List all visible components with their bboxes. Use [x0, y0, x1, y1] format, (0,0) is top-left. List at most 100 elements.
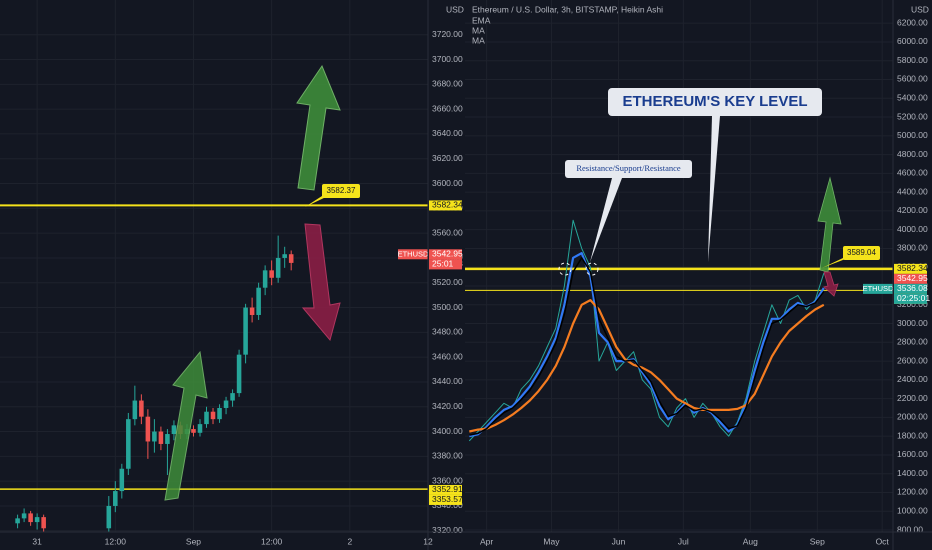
- highlight: [585, 262, 599, 276]
- callout-text: ETHEREUM'S KEY LEVEL: [623, 93, 808, 110]
- y-tick-label: 2000.00: [897, 412, 928, 422]
- x-tick-label: Oct: [876, 536, 890, 546]
- countdown: 02:25:01: [897, 293, 930, 303]
- countdown: 25:01: [432, 259, 454, 269]
- callout-pointer: [590, 178, 622, 262]
- y-tick-label: 3380.00: [432, 451, 463, 461]
- y-tick-label: 3520.00: [432, 277, 463, 287]
- candle-body: [158, 431, 164, 444]
- x-tick-label: Sep: [186, 536, 201, 546]
- y-tick-label: 2400.00: [897, 374, 928, 384]
- candle-body: [282, 254, 287, 258]
- highlight: [558, 262, 572, 276]
- y-tick-label: 1400.00: [897, 468, 928, 478]
- candle-body: [217, 407, 222, 420]
- candle-body: [152, 431, 157, 442]
- y-tick-label: 3640.00: [432, 128, 463, 138]
- x-tick-label: Jul: [678, 536, 689, 546]
- price-label: 3582.34: [897, 263, 928, 273]
- candle-body: [262, 270, 268, 288]
- series-line: [469, 252, 825, 438]
- candle-body: [15, 518, 20, 524]
- candle-body: [204, 411, 209, 425]
- x-tick-label: Sep: [810, 536, 825, 546]
- y-tick-label: 3660.00: [432, 103, 463, 113]
- candle-body: [171, 425, 177, 435]
- y-tick-label: 3620.00: [432, 153, 463, 163]
- up-arrow: [296, 64, 341, 191]
- candle-body: [236, 354, 242, 394]
- series-line: [469, 257, 825, 436]
- down-arrow: [823, 271, 839, 297]
- symbol-tag-bg: [863, 283, 893, 294]
- y-tick-label: 3800.00: [897, 243, 928, 253]
- y-tick-label: 3360.00: [432, 475, 463, 485]
- axis-unit: USD: [446, 4, 464, 14]
- callout-text: Resistance/Support/Resistance: [576, 163, 681, 173]
- callout-text: 3589.04: [847, 248, 876, 257]
- candle-body: [243, 307, 248, 355]
- candle-body: [113, 491, 118, 506]
- candle-body: [165, 434, 170, 444]
- x-tick-label: Jun: [612, 536, 626, 546]
- x-tick-label: 12:00: [261, 536, 283, 546]
- y-tick-label: 3000.00: [897, 318, 928, 328]
- price-label: 3542.95: [432, 249, 463, 259]
- y-tick-label: 3440.00: [432, 376, 463, 386]
- candle-body: [139, 400, 144, 417]
- price-label: 3353.57: [432, 494, 463, 504]
- y-tick-label: 1800.00: [897, 430, 928, 440]
- legend-title: Ethereum / U.S. Dollar, 3h, BITSTAMP, He…: [472, 4, 663, 14]
- x-tick-label: Apr: [480, 536, 493, 546]
- y-tick-label: 5000.00: [897, 130, 928, 140]
- candle-body: [34, 517, 40, 523]
- callout: [843, 246, 880, 260]
- price-label-bg: [894, 263, 927, 274]
- down-arrow: [301, 223, 341, 342]
- legend-entry: MA: [472, 35, 485, 45]
- price-label-bg: [429, 249, 462, 260]
- candle-body: [230, 393, 235, 401]
- candle-body: [41, 517, 46, 529]
- price-label: 3542.95: [897, 273, 928, 283]
- symbol-tag: ETHUSD: [863, 284, 894, 293]
- candle-body: [145, 416, 151, 442]
- axis-unit: USD: [911, 4, 929, 14]
- countdown-bg: [894, 293, 927, 304]
- candle-body: [210, 411, 216, 420]
- callout-pointer: [822, 258, 848, 268]
- candle-body: [197, 424, 203, 433]
- legend-entry: EMA: [472, 15, 491, 25]
- callout: [608, 88, 822, 116]
- symbol-tag-bg: [398, 249, 428, 260]
- candle-body: [132, 400, 138, 420]
- callout: [565, 160, 692, 178]
- x-tick-label: 2: [347, 536, 352, 546]
- candle-body: [223, 400, 229, 408]
- candle-body: [269, 270, 274, 278]
- candle-body: [28, 513, 33, 523]
- callout-pointer: [708, 116, 720, 262]
- candle-body: [119, 468, 125, 492]
- series-line: [468, 219, 825, 442]
- y-tick-label: 1000.00: [897, 506, 928, 516]
- y-tick-label: 5600.00: [897, 74, 928, 84]
- y-tick-label: 5400.00: [897, 93, 928, 103]
- price-label: 3352.91: [432, 484, 463, 494]
- y-tick-label: 3560.00: [432, 227, 463, 237]
- candle-body: [106, 505, 112, 529]
- y-tick-label: 2800.00: [897, 337, 928, 347]
- y-tick-label: 3200.00: [897, 299, 928, 309]
- up-arrow: [164, 350, 208, 501]
- callout: [322, 184, 360, 198]
- price-label-bg: [429, 494, 462, 505]
- candle-body: [249, 307, 255, 315]
- y-tick-label: 3460.00: [432, 351, 463, 361]
- plot-area: [0, 0, 428, 532]
- y-tick-label: 2200.00: [897, 393, 928, 403]
- x-tick-label: 31: [32, 536, 42, 546]
- y-tick-label: 4600.00: [897, 168, 928, 178]
